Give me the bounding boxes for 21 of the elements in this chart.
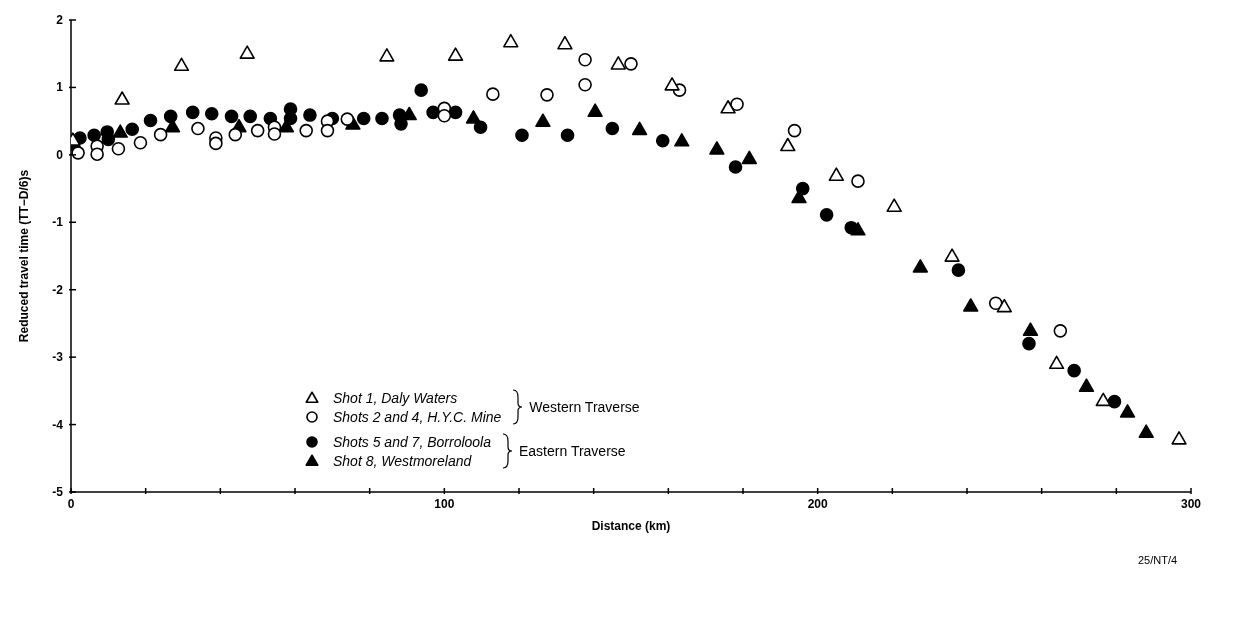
x-tick-label: 0 bbox=[67, 497, 75, 511]
y-tick-label: -3 bbox=[52, 350, 64, 365]
y-tick-label: -4 bbox=[52, 417, 64, 432]
legend-label: Shot 8, Westmoreland bbox=[333, 452, 472, 469]
annotation: Eastern Traverse bbox=[519, 443, 626, 459]
x-tick-label: 100 bbox=[434, 497, 455, 511]
y-tick-label: 2 bbox=[56, 13, 64, 27]
y-tick-label: -2 bbox=[52, 282, 64, 297]
y-axis-title: Reduced travel time (TT−D/6)s bbox=[17, 169, 32, 343]
y-tick-label: 1 bbox=[56, 80, 64, 95]
legend-label: Shot 1, Daly Waters bbox=[333, 389, 458, 406]
x-axis-title: Distance (km) bbox=[591, 519, 671, 533]
x-tick-label: 300 bbox=[1180, 497, 1202, 511]
annotation: Western Traverse bbox=[529, 399, 640, 415]
legend-label: Shots 5 and 7, Borroloola bbox=[333, 433, 491, 450]
y-tick-label: 0 bbox=[56, 147, 64, 162]
text: 25/NT/4 bbox=[1138, 554, 1178, 566]
y-tick-label: -5 bbox=[52, 485, 64, 499]
x-tick-label: 200 bbox=[807, 497, 828, 511]
legend-label: Shots 2 and 4, H.Y.C. Mine bbox=[333, 408, 502, 425]
y-tick-label: -1 bbox=[52, 215, 64, 230]
